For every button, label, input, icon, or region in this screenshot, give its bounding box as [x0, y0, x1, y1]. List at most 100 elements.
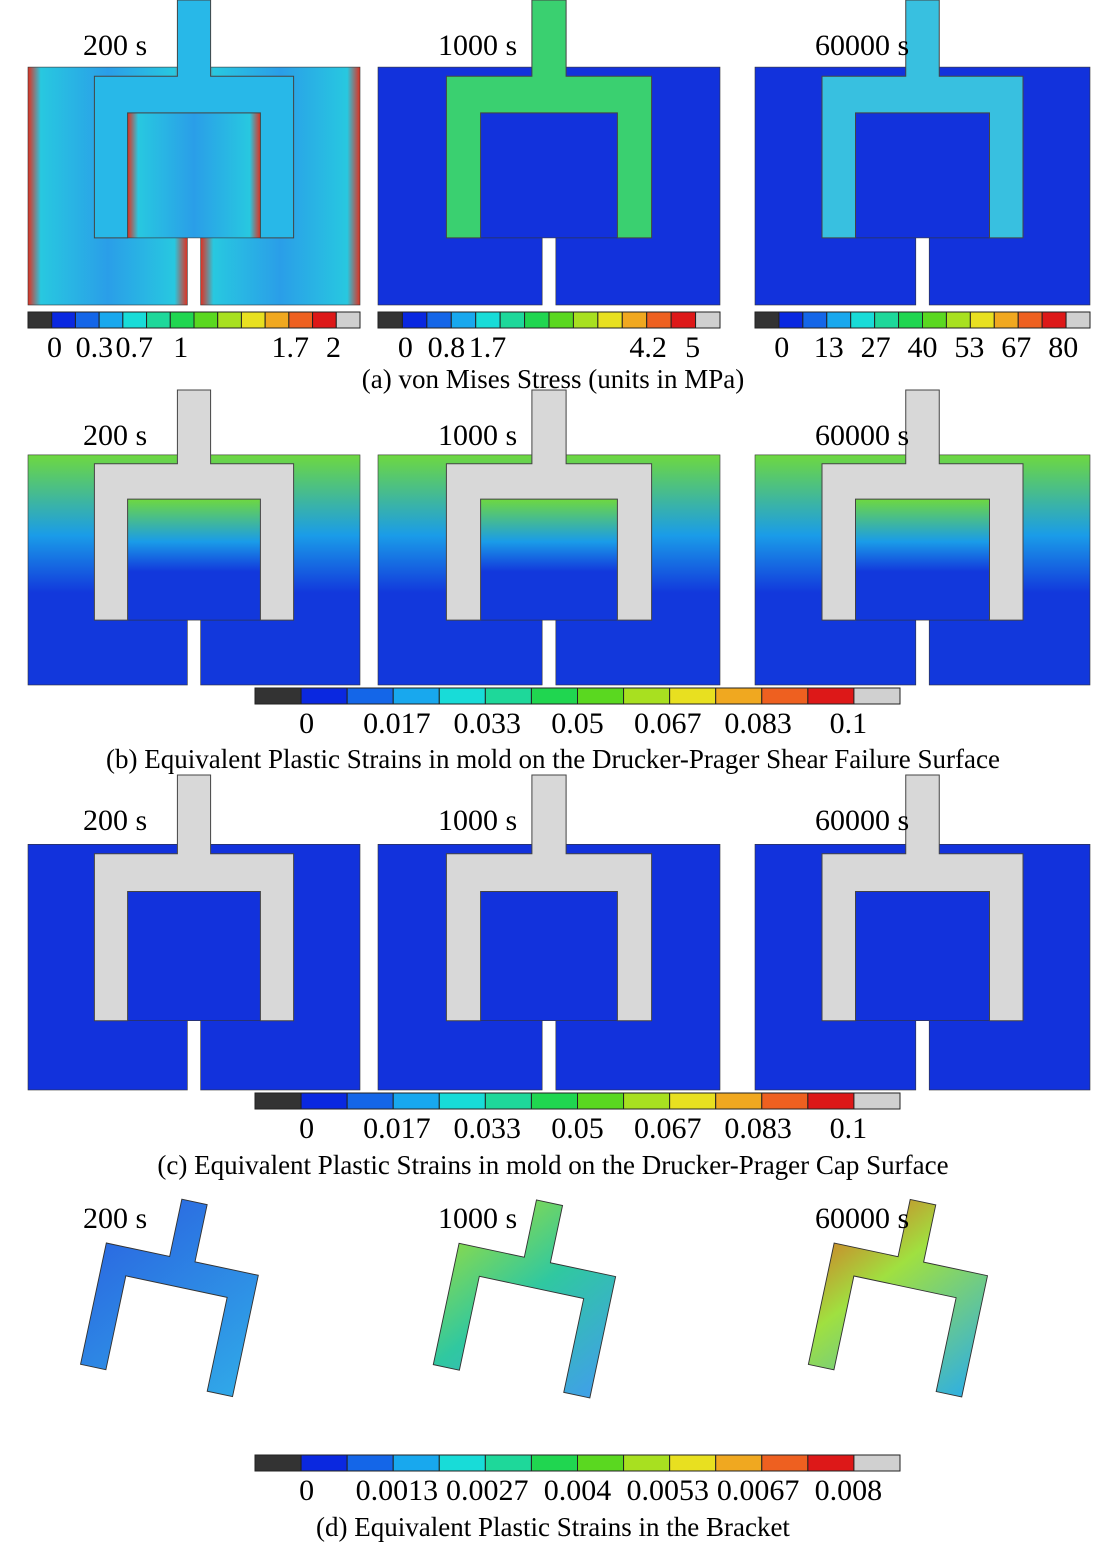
colorbar-label: 5 — [685, 331, 700, 364]
colorbar-cell — [530, 1454, 579, 1472]
colorbar-label: 0.033 — [453, 707, 521, 740]
colorbar-label: 1.7 — [272, 331, 310, 364]
subplot: 60000 s — [754, 0, 1091, 306]
colorbar-cell — [898, 311, 923, 329]
colorbar-cell — [401, 311, 428, 329]
colorbar-cell — [853, 1454, 901, 1472]
colorbar-cell — [1017, 311, 1043, 329]
colorbar-cell — [597, 311, 623, 329]
subplot: 200 s — [27, 389, 361, 686]
colorbar-cell — [761, 687, 809, 705]
colorbar-label: 4.2 — [629, 331, 667, 364]
colorbar-cell — [577, 687, 625, 705]
time-label: 200 s — [83, 29, 147, 62]
subplot: 200 s — [27, 774, 361, 1091]
plots: 200 s 1000 s 60000 s0 0.3 0.7 1 1.7 2 0 0.8 1.7 4.2… — [27, 0, 1091, 1542]
colorbar-cell — [499, 311, 526, 329]
colorbar-cell — [392, 1454, 440, 1472]
time-label: 1000 s — [438, 29, 517, 62]
bracket-3d — [807, 1198, 989, 1398]
colorbar-cell — [623, 1092, 671, 1110]
colorbar-cell — [715, 1454, 763, 1472]
colorbar-cell — [169, 311, 195, 329]
colorbar-label: 1 — [173, 331, 188, 364]
colorbar-cell — [312, 311, 337, 329]
time-label: 1000 s — [438, 804, 517, 837]
colorbar-cell — [392, 1092, 440, 1110]
colorbar-cell — [335, 311, 361, 329]
colorbar-cell — [577, 1454, 625, 1472]
colorbar-cell — [475, 311, 501, 329]
colorbar-cell — [288, 311, 314, 329]
colorbar-cell — [193, 311, 219, 329]
colorbar-cell — [530, 1092, 579, 1110]
colorbar-label: 0 — [299, 1474, 314, 1507]
colorbar-cell — [623, 1454, 671, 1472]
bracket — [821, 0, 1024, 239]
colorbar-cell — [300, 1092, 348, 1110]
colorbar-cell — [524, 311, 550, 329]
colorbar-cell — [548, 311, 574, 329]
colorbar-cell — [530, 687, 579, 705]
colorbar-cell — [1065, 311, 1091, 329]
colorbar-label: 27 — [861, 331, 891, 364]
time-label: 1000 s — [438, 1202, 517, 1235]
subplot: 1000 s — [377, 774, 721, 1091]
colorbar-label: 0.7 — [115, 331, 153, 364]
colorbar-cell — [346, 1454, 394, 1472]
colorbar-cell — [572, 311, 599, 329]
time-label: 1000 s — [438, 419, 517, 452]
colorbar-label: 0 — [47, 331, 62, 364]
colorbar-label: 0.067 — [634, 1112, 702, 1145]
subplot: 60000 s — [754, 389, 1091, 686]
colorbar-label: 0 — [299, 707, 314, 740]
colorbar-cell — [254, 687, 302, 705]
bracket — [821, 774, 1024, 1022]
time-label: 60000 s — [815, 29, 909, 62]
bracket — [821, 389, 1024, 621]
colorbar-cell — [1041, 311, 1067, 329]
colorbar-cell — [438, 687, 486, 705]
colorbar-cell — [254, 1092, 302, 1110]
bracket — [93, 389, 295, 621]
colorbar-cell — [715, 687, 763, 705]
caption: (c) Equivalent Plastic Strains in mold o… — [157, 1150, 948, 1180]
colorbar-cell — [426, 311, 452, 329]
colorbar-label: 0.033 — [453, 1112, 521, 1145]
colorbar-cell — [715, 1092, 763, 1110]
colorbar-label: 0.05 — [551, 1112, 604, 1145]
colorbar-label: 80 — [1048, 331, 1078, 364]
colorbar-label: 0.1 — [830, 1112, 868, 1145]
colorbar-cell — [850, 311, 876, 329]
colorbar-cell — [122, 311, 148, 329]
bracket — [93, 774, 295, 1022]
colorbar-cell — [450, 311, 477, 329]
colorbar-cell — [695, 311, 721, 329]
bracket-3d — [432, 1199, 617, 1399]
colorbar-label: 0 — [774, 331, 789, 364]
colorbar-cell — [484, 1092, 532, 1110]
colorbar-label: 0.3 — [76, 331, 114, 364]
mold-core — [855, 112, 990, 239]
colorbar-label: 1.7 — [469, 331, 507, 364]
colorbar-label: 0.1 — [830, 707, 868, 740]
colorbar-cell — [254, 1454, 302, 1472]
caption: (d) Equivalent Plastic Strains in the Br… — [316, 1512, 790, 1542]
subplot: 200 s — [79, 1198, 259, 1398]
colorbar-label: 53 — [954, 331, 984, 364]
colorbar-cell — [802, 311, 828, 329]
colorbar-cell — [438, 1454, 486, 1472]
colorbar-cell — [807, 1454, 855, 1472]
colorbar-cell — [669, 1454, 717, 1472]
colorbar-cell — [945, 311, 971, 329]
colorbar-cell — [264, 311, 290, 329]
colorbar-cell — [826, 311, 852, 329]
colorbar-cell — [669, 687, 717, 705]
colorbar-cell — [146, 311, 171, 329]
mold-core — [127, 498, 261, 621]
colorbar-label: 2 — [326, 331, 341, 364]
colorbar-label: 0.0053 — [627, 1474, 710, 1507]
colorbar-cell — [922, 311, 947, 329]
colorbar-label: 0.067 — [634, 707, 702, 740]
